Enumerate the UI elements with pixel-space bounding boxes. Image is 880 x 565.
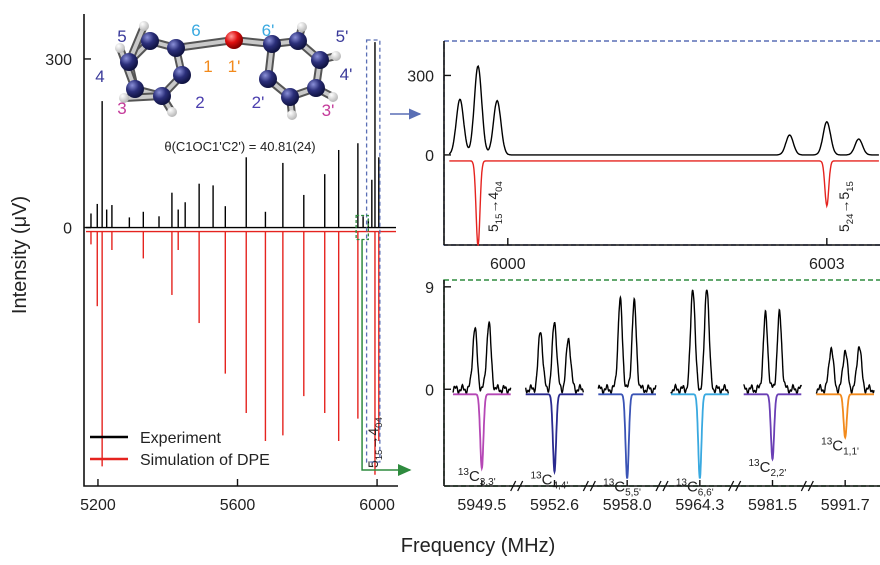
overview-x-tick-label: 6000 [359,497,395,514]
hydrogen-atom [119,93,129,103]
isotopologue-simulation-trace [743,393,802,462]
carbon-atom [263,35,281,53]
hydrogen-atom [139,21,149,31]
isotopologue-x-tick-label: 5958.0 [603,497,652,514]
zoom-x-tick-label: 6000 [490,256,526,273]
atom-label: 5' [336,27,349,46]
zoom-y-tick-label: 300 [407,68,434,85]
isotopologue-arrow [361,239,412,476]
overview-y-tick-label: 300 [45,52,72,69]
carbon-atom [281,88,299,106]
axis-break-mark [655,480,669,492]
zoom-experiment-trace [448,64,879,156]
isotopologue-experiment-trace [525,322,584,394]
axis-break-mark [800,480,814,492]
atom-label: 5 [117,27,126,46]
isotopologue-species-label: 13C1,1' [821,437,859,458]
overview-x-tick-label: 5600 [220,497,256,514]
isotopologue-simulation-trace [453,393,511,472]
hydrogen-atom [328,92,338,102]
isotopologue-experiment-trace [452,320,512,395]
overview-spectrum: 5200 5600 6000 0 300 515→404 [45,14,422,514]
isotopologue-simulation-trace [816,393,874,440]
overview-x-tick-label: 5200 [80,497,116,514]
carbon-atom [120,53,138,71]
isotopologue-x-tick-label: 5981.5 [748,497,797,514]
zoom-transition-label-2: 524→515 [836,181,856,232]
zoom-transition-label-1: 515→404 [485,181,505,232]
atom-label: 4' [340,65,353,84]
zoom-spectrum: 0 300 6000 6003 515→404 524→515 [407,40,880,273]
isotopologue-x-tick-label: 5949.5 [457,497,506,514]
atom-label: 2 [195,93,204,112]
zoom-frame [443,40,880,246]
zoom-y-tick-label: 0 [425,148,434,165]
hydrogen-atom [287,110,297,120]
atom-label: 6' [262,21,275,40]
isotopologue-species-label: 13C4,4' [531,471,569,492]
carbon-atom [311,51,329,69]
isotopologue-experiment-trace [815,346,875,395]
isotopologue-experiment-trace [743,308,802,396]
atom-label: 2' [252,93,265,112]
axis-break-mark [510,480,524,492]
isotopologue-y-tick-label: 0 [425,382,434,399]
isotopologue-spectrum: 0 9 13C3,3' 5949.5 13C4,4' 5952.6 13C5,5'5958.… [425,279,880,514]
carbon-atom [126,80,144,98]
overview-transition-label: 515→404 [365,417,385,468]
isotopologue-species-label: 13C5,5' [603,477,641,498]
zoom-x-tick-label: 6003 [809,256,845,273]
atom-label: 6 [191,21,200,40]
isotopologue-experiment-trace [597,294,657,395]
isotopologue-x-tick-label: 5952.6 [530,497,579,514]
carbon-atom [307,79,325,97]
dihedral-angle-label: θ(C1OC1'C2') = 40.81(24) [164,139,315,154]
isotopologue-species-label: 13C6,6' [676,477,714,498]
legend: Experiment Simulation of DPE [90,430,270,469]
x-axis-label: Frequency (MHz) [401,535,555,557]
isotopologue-frame [443,279,880,487]
isotopologue-simulation-trace [671,393,729,479]
hydrogen-atom [331,51,341,61]
carbon-atom [289,32,307,50]
carbon-atom [259,70,277,88]
axis-break-mark [728,480,742,492]
zoom-region-box [365,39,381,463]
atom-label: 3' [322,101,335,120]
legend-simulation-label: Simulation of DPE [140,452,270,469]
isotopologue-species-label: 13C3,3' [458,467,496,488]
isotopologue-simulation-trace [598,393,656,479]
carbon-atom [173,66,191,84]
atom-label: 1 [203,57,212,76]
atom-label: 4 [95,67,104,86]
molecule-bond-highlight [174,38,236,50]
isotopologue-y-tick-label: 9 [425,280,434,297]
overview-axes [83,14,398,487]
zoom-simulation-trace [449,160,879,246]
hydrogen-atom [167,107,177,117]
carbon-atom [167,39,185,57]
axis-break-mark [582,480,596,492]
dpe-molecule-model: 5 6 4 1 3 2 6' 5' 1' 4' 2' 3' [95,21,352,120]
overview-y-tick-label: 0 [63,221,72,238]
hydrogen-atom [297,22,307,32]
atom-label: 3 [117,99,126,118]
carbon-atom [153,87,171,105]
y-axis-label: Intensity (μV) [9,196,31,314]
hydrogen-atom [115,43,125,53]
atom-label: 1' [228,57,241,76]
isotopologue-x-tick-label: 5964.3 [675,497,724,514]
isotopologue-x-tick-label: 5991.7 [821,497,870,514]
isotopologue-species-label: 13C2,2' [749,458,787,479]
isotopologue-experiment-trace [670,289,730,395]
carbon-atom [141,32,159,50]
isotopologue-simulation-trace [525,393,584,476]
oxygen-atom [225,31,243,49]
legend-experiment-label: Experiment [140,430,221,447]
